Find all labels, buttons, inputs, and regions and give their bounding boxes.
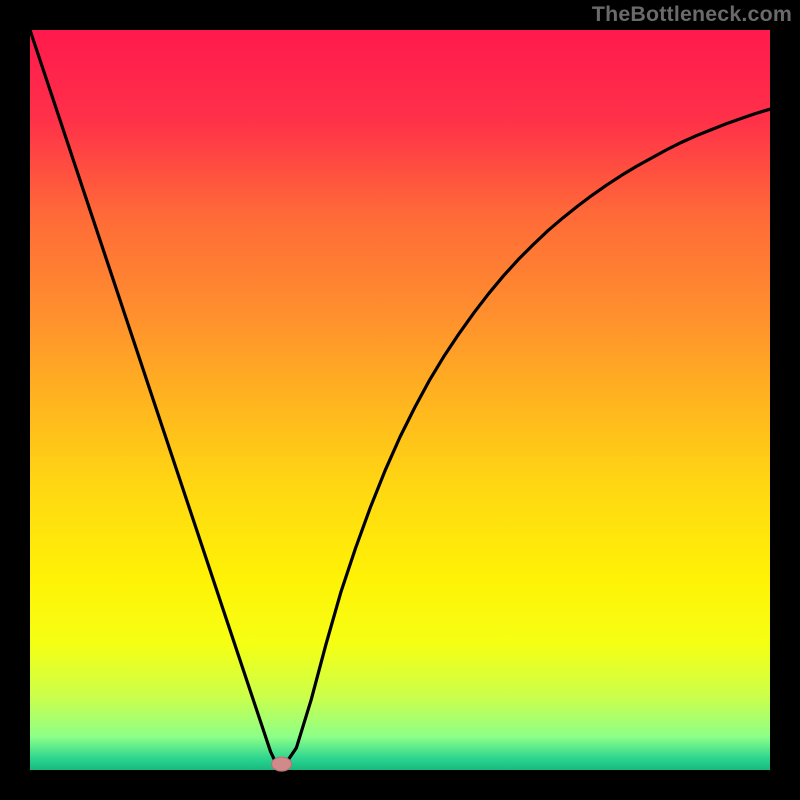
bottleneck-chart bbox=[0, 0, 800, 800]
watermark-text: TheBottleneck.com bbox=[592, 2, 792, 27]
optimum-marker bbox=[272, 757, 292, 771]
chart-stage: TheBottleneck.com bbox=[0, 0, 800, 800]
gradient-background bbox=[30, 30, 770, 770]
